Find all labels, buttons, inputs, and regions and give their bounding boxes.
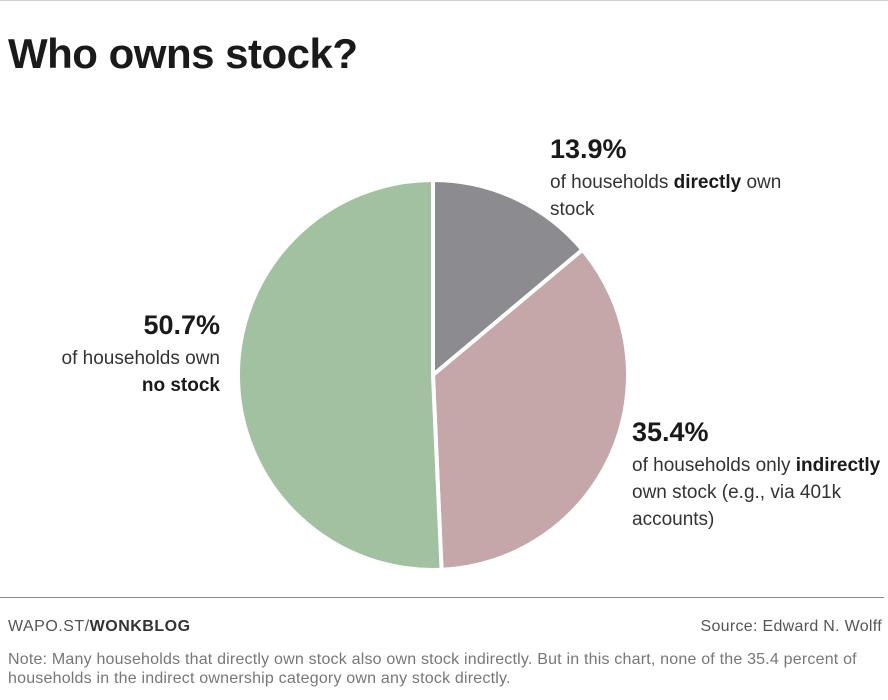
label-direct-text-pre: of households — [550, 172, 674, 193]
pie-slice-indirect — [430, 246, 631, 572]
label-indirect-text-pre: of households only — [632, 455, 796, 476]
pie-slice-none — [236, 177, 444, 572]
chart-title: Who owns stock? — [8, 30, 358, 77]
label-indirect-text-post: own stock — [632, 482, 717, 503]
source-line: Source: Edward N. Wolff — [700, 618, 882, 635]
label-direct-percent: 13.9% — [550, 134, 627, 164]
pie-slice-direct — [431, 177, 586, 380]
credit: WAPO.ST/WONKBLOG — [8, 618, 191, 636]
footer-rule — [0, 597, 884, 598]
label-none-text-pre: of households own — [61, 348, 220, 369]
label-direct: 13.9% of households directly own stock — [550, 131, 830, 223]
label-none-percent: 50.7% — [143, 310, 220, 340]
label-none: 50.7% of households own no stock — [60, 307, 220, 399]
label-direct-text-post: own stock — [550, 172, 782, 220]
credit-prefix: WAPO.ST/ — [8, 618, 90, 635]
label-indirect-text-bold: indirectly — [795, 455, 881, 476]
label-indirect-text-extra: (e.g., via 401k accounts) — [632, 482, 842, 530]
label-direct-text-bold: directly — [673, 172, 742, 193]
label-indirect: 35.4% of households only indirectly own … — [632, 414, 882, 533]
label-indirect-percent: 35.4% — [632, 417, 709, 447]
credit-bold: WONKBLOG — [89, 618, 191, 635]
label-none-text-bold: no stock — [141, 375, 220, 396]
footnote: Note: Many households that directly own … — [8, 651, 857, 687]
top-rule — [0, 0, 888, 1]
